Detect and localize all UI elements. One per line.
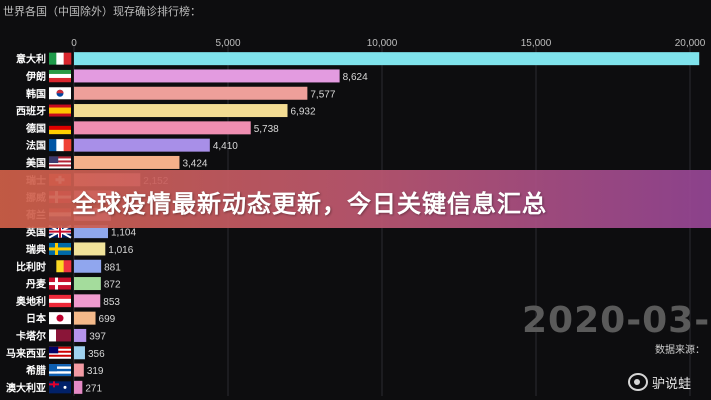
bar-17: [74, 346, 85, 360]
country-label-2: 韩国: [26, 87, 46, 100]
bar-row-6: 美国 3,424: [26, 155, 208, 169]
bar-14: [74, 294, 101, 308]
watermark-text: 驴说蛙: [652, 376, 692, 392]
watermark: 驴说蛙: [628, 372, 691, 392]
flag-16: [49, 329, 71, 342]
chart-title: 世界各国（中国除外）现存确诊排行榜：: [3, 5, 201, 18]
bar-3: [74, 104, 288, 118]
value-label-4: 5,738: [254, 124, 279, 135]
bar-row-1: 伊朗 8,624: [25, 69, 368, 83]
country-label-4: 德国: [25, 122, 46, 135]
value-label-1: 8,624: [343, 72, 368, 83]
bar-19: [74, 380, 83, 394]
bar-row-12: 比利时 881: [16, 259, 121, 273]
flag-4: [49, 121, 71, 135]
country-label-3: 西班牙: [16, 105, 46, 118]
bar-15: [74, 311, 96, 325]
x-tick-label-2: 10,000: [367, 38, 398, 49]
x-tick-label-1: 5,000: [215, 38, 240, 49]
value-label-10: 1,104: [111, 228, 136, 239]
value-label-12: 881: [104, 262, 121, 273]
country-label-12: 比利时: [16, 260, 46, 273]
country-label-15: 日本: [26, 312, 47, 325]
value-label-3: 6,932: [291, 107, 316, 118]
bar-row-4: 德国 5,738: [25, 121, 279, 135]
headline-banner: 全球疫情最新动态更新，今日关键信息汇总: [0, 170, 711, 228]
country-label-13: 丹麦: [26, 278, 47, 291]
bar-row-11: 瑞典 1,016: [26, 242, 134, 256]
bar-18: [74, 363, 84, 377]
date-label: 2020-03-1: [522, 300, 711, 341]
flag-14: [49, 294, 71, 308]
flag-5: [49, 139, 72, 152]
flag-11: [49, 242, 71, 255]
bar-11: [74, 242, 106, 256]
flag-12: [49, 260, 72, 273]
flag-3: [49, 104, 71, 117]
bar-13: [74, 277, 101, 291]
bar-16: [74, 328, 87, 342]
value-label-18: 319: [87, 366, 104, 377]
country-label-18: 希腊: [25, 364, 46, 377]
headline-text: 全球疫情最新动态更新，今日关键信息汇总: [72, 190, 547, 218]
country-label-1: 伊朗: [25, 70, 46, 83]
flag-17: [49, 346, 71, 359]
value-label-13: 872: [104, 280, 121, 291]
bar-5: [74, 138, 210, 152]
flag-2: [49, 87, 71, 100]
weibo-eye-icon: [628, 373, 648, 391]
country-label-16: 卡塔尔: [16, 329, 46, 342]
bar-row-16: 卡塔尔 397: [16, 328, 106, 342]
value-label-16: 397: [89, 331, 106, 342]
bar-0: [74, 52, 700, 66]
country-label-10: 英国: [25, 226, 46, 239]
flag-13: [49, 277, 71, 290]
country-label-0: 意大利: [16, 53, 46, 66]
bar-2: [74, 86, 308, 100]
x-tick-label-3: 15,000: [521, 38, 552, 49]
flag-19: [49, 381, 71, 394]
bar-row-3: 西班牙 6,932: [16, 104, 316, 118]
value-label-2: 7,577: [310, 89, 335, 100]
bar-row-2: 韩国 7,577: [26, 86, 336, 100]
bar-6: [74, 155, 180, 169]
flag-0: [49, 52, 72, 65]
bar-row-14: 奥地利 853: [16, 294, 120, 308]
value-label-5: 4,410: [213, 141, 238, 152]
source-label: 数据来源：: [655, 345, 705, 356]
bar-1: [74, 69, 340, 83]
country-label-14: 奥地利: [16, 295, 46, 308]
bar-row-13: 丹麦 872: [26, 277, 121, 291]
flag-18: [49, 364, 71, 377]
flag-6: [49, 156, 71, 169]
flag-1: [49, 69, 71, 83]
country-label-17: 马来西亚: [6, 347, 46, 360]
bar-10: [74, 225, 109, 239]
bar-row-0: 意大利: [16, 52, 700, 66]
bar-row-15: 日本 699: [26, 311, 116, 325]
value-label-19: 271: [85, 383, 102, 394]
value-label-15: 699: [99, 314, 116, 325]
country-label-6: 美国: [26, 156, 46, 169]
country-label-11: 瑞典: [26, 243, 46, 256]
value-label-11: 1,016: [108, 245, 133, 256]
bar-row-19: 澳大利亚 271: [6, 380, 102, 394]
bar-4: [74, 121, 251, 135]
country-label-19: 澳大利亚: [6, 381, 46, 394]
bar-row-5: 法国 4,410: [26, 138, 238, 152]
x-tick-label-0: 0: [71, 38, 77, 49]
bar-row-17: 马来西亚 356: [6, 346, 105, 360]
bar-row-18: 希腊 319: [25, 363, 104, 377]
flag-15: [49, 312, 71, 325]
value-label-14: 853: [103, 297, 120, 308]
x-tick-label-4: 20,000: [675, 38, 706, 49]
value-label-6: 3,424: [182, 158, 207, 169]
country-label-5: 法国: [26, 139, 46, 152]
bar-row-10: 英国 1,104: [25, 224, 136, 239]
bar-12: [74, 259, 102, 273]
value-label-17: 356: [88, 349, 105, 360]
